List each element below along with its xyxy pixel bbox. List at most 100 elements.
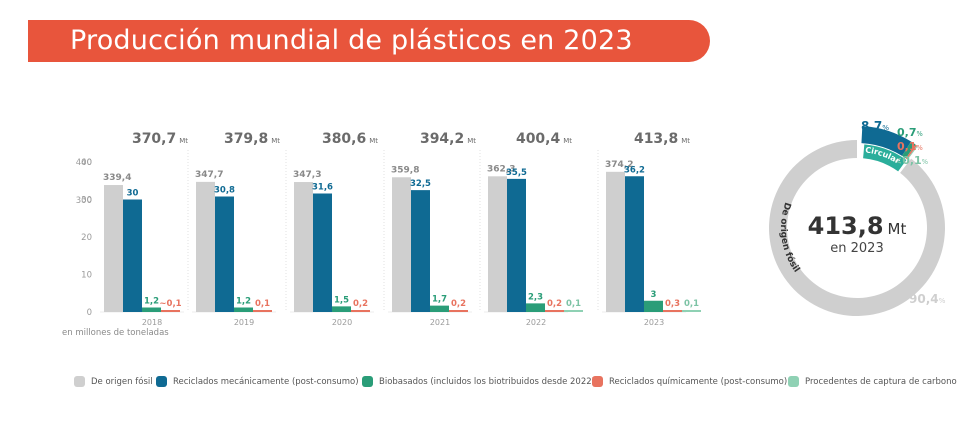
slice-label-biobased: 0,7% [897,126,923,139]
legend-item-carbon-capture: Procedentes de captura de carbono [788,376,957,387]
bar-chemical [161,310,180,312]
bar-fossil [392,177,411,312]
bar-label-chemical: ~0,1 [159,299,181,309]
slice-label-mechanical: 8,7% [861,119,889,133]
donut-slice-carbon-capture [906,145,918,160]
total-label: 370,7 Mt [132,131,188,147]
bar-mechanical [313,193,332,312]
y-tick-label: 20 [81,233,92,243]
bar-label-mechanical: 31,6 [312,183,333,193]
bar-carbon_capture [564,310,583,312]
bar-biobased [234,307,253,312]
x-tick-label: 2023 [644,318,664,327]
legend-label: Biobasados (incluidos los biotribuidos d… [379,376,595,387]
center-value: 413,8 Mt [808,212,907,240]
bar-label-carbon_capture: 0,1 [684,299,699,309]
y-tick-label: 40 [81,158,92,168]
axis-break-mark [603,148,628,161]
bar-label-chemical: 0,2 [547,299,562,309]
donut-slice-mechanical [861,126,912,156]
axis-break-mark [101,154,126,167]
legend-item-fossil: De origen fósil [74,376,153,387]
axis-break-mark [193,154,218,167]
bar-label-biobased: 3 [651,290,657,300]
bar-label-mechanical: 35,5 [506,168,527,178]
axis-break-mark [485,148,510,161]
y-tick-label: 30 [81,196,92,206]
bar-label-mechanical: 30 [127,189,139,199]
bar-biobased [526,303,545,312]
bar-biobased [644,300,663,312]
bar-label-fossil: 347,7 [195,170,223,180]
donut-slice-chemical [905,144,917,160]
y-tick-label: 10 [81,271,92,281]
bar-chemical [663,310,682,312]
bar-label-fossil: 359,8 [391,165,419,175]
axis-break-mark [603,154,628,167]
x-tick-label: 2018 [142,318,162,327]
bar-mechanical [123,199,142,312]
axis-break-mark [291,148,316,161]
bar-chemical [545,310,564,312]
bar-mechanical [507,178,526,312]
bar-chemical [253,310,272,312]
legend-swatch [362,376,373,387]
bar-biobased [430,305,449,312]
axis-break-mark [193,148,218,161]
x-tick-label: 2021 [430,318,450,327]
x-tick-label: 2019 [234,318,254,327]
total-label: 379,8 Mt [224,131,280,147]
slice-label-chemical: 0,1% [897,140,923,153]
total-label: 394,2 Mt [420,131,476,147]
legend-item-chemical: Reciclados químicamente (post-consumo) [592,376,787,387]
axis-break-mark [485,154,510,167]
axis-break-mark [389,154,414,167]
total-label: 413,8 Mt [634,131,690,147]
legend-swatch [592,376,603,387]
bar-label-fossil: 339,4 [103,173,131,183]
bar-fossil [606,171,625,312]
bar-label-mechanical: 30,8 [214,186,235,196]
total-label: 400,4 Mt [516,131,572,147]
x-tick-label: 2020 [332,318,352,327]
bar-label-chemical: 0,1 [255,299,270,309]
y-tick-label: 300 [76,196,92,206]
legend-label: Procedentes de captura de carbono [805,376,957,387]
y-tick-label: 400 [76,158,92,168]
bar-label-fossil: 362,3 [487,164,515,174]
bar-label-chemical: 0,2 [353,299,368,309]
legend-swatch [156,376,167,387]
bar-label-mechanical: 32,5 [410,179,431,189]
bar-biobased [142,307,161,312]
legend-swatch [788,376,799,387]
bar-fossil [104,185,123,312]
legend-label: De origen fósil [91,376,153,387]
bar-biobased [332,306,351,312]
legend-item-biobased: Biobasados (incluidos los biotribuidos d… [362,376,595,387]
bar-carbon_capture [682,310,701,312]
bar-label-biobased: 1,5 [334,295,349,305]
bar-label-carbon_capture: 0,1 [566,299,581,309]
legend-label: Reciclados químicamente (post-consumo) [609,376,788,387]
bar-label-mechanical: 36,2 [624,165,645,175]
bar-fossil [294,182,313,312]
bar-label-chemical: 0,2 [451,299,466,309]
axis-break-mark [291,154,316,167]
x-tick-label: 2022 [526,318,546,327]
legend-label: Reciclados mecánicamente (post-consumo) [173,376,359,387]
bar-fossil [488,176,507,312]
page-title: Producción mundial de plásticos en 2023 [70,25,633,56]
center-subtitle: en 2023 [830,241,883,256]
bar-label-biobased: 1,2 [144,297,159,307]
donut-slice-biobased [902,141,916,159]
bar-mechanical [625,176,644,312]
bar-mechanical [411,190,430,312]
bar-mechanical [215,196,234,312]
legend-item-mechanical: Reciclados mecánicamente (post-consumo) [156,376,359,387]
slice-label-carbon-capture: <0,1% [893,154,928,167]
bar-fossil [196,181,215,312]
bar-label-biobased: 1,2 [236,297,251,307]
axis-break-mark [389,148,414,161]
